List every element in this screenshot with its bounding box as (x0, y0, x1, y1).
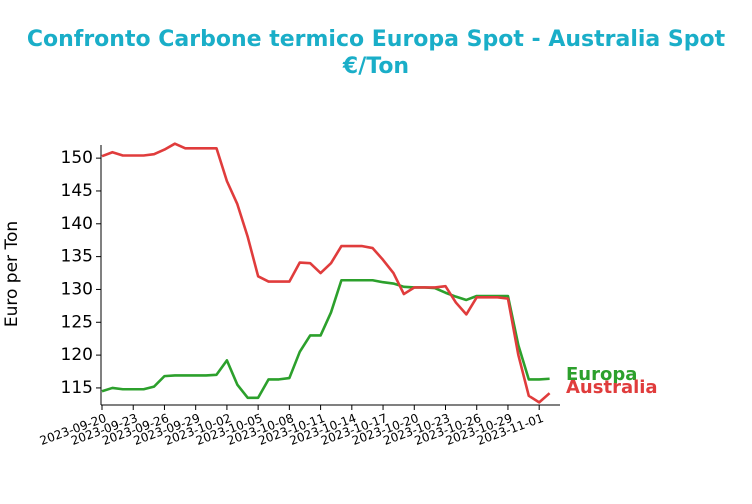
y-tick-label: 115 (61, 378, 93, 398)
y-tick-label: 145 (61, 181, 93, 201)
series-line (101, 278, 550, 400)
legend-label: Europa (566, 364, 637, 385)
y-tick-label: 125 (61, 312, 93, 332)
y-axis-label: Euro per Ton (2, 221, 22, 327)
legend-label: Australia (566, 377, 658, 398)
chart-subtitle: €/Ton (342, 54, 409, 79)
chart-title: Confronto Carbone termico Europa Spot - … (27, 27, 726, 52)
y-tick-label: 140 (61, 214, 93, 234)
y-tick-label: 135 (61, 247, 93, 267)
y-tick-label: 120 (61, 345, 93, 365)
series-line (101, 142, 551, 404)
y-tick-label: 130 (61, 279, 93, 299)
y-tick-label: 150 (61, 148, 93, 168)
